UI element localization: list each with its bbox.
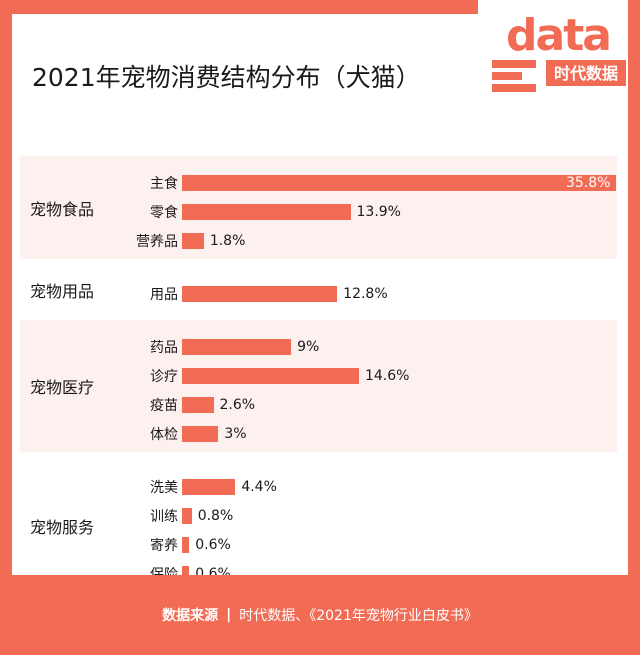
data-label: 12.8%	[343, 286, 388, 302]
brand-logo: data 时代数据	[488, 6, 628, 102]
group-band	[20, 460, 617, 592]
footer: 数据来源 | 时代数据、《2021年宠物行业白皮书》	[0, 575, 640, 655]
category-label: 诊疗	[150, 369, 178, 385]
category-label: 洗美	[150, 480, 178, 496]
page-title: 2021年宠物消费结构分布（犬猫）	[32, 63, 421, 92]
category-label: 主食	[150, 176, 178, 192]
category-label: 训练	[150, 509, 178, 525]
category-label: 药品	[150, 340, 178, 356]
logo-text-bottom: 时代数据	[554, 64, 618, 83]
category-label: 寄养	[150, 538, 178, 554]
category-label: 用品	[150, 287, 178, 303]
bar	[182, 175, 616, 191]
bar	[182, 286, 338, 302]
data-label: 4.4%	[241, 479, 277, 495]
category-label: 疫苗	[150, 398, 178, 414]
category-label: 零食	[150, 205, 178, 221]
data-label: 35.8%	[566, 175, 611, 191]
frame-border-left	[0, 0, 12, 655]
footer-source-label: 数据来源	[162, 608, 219, 624]
logo-text-top: data	[506, 10, 610, 61]
group-label: 宠物用品	[30, 281, 95, 301]
data-label: 14.6%	[364, 368, 410, 384]
data-label: 3%	[224, 426, 247, 442]
bar	[182, 426, 219, 442]
category-label: 营养品	[136, 234, 178, 250]
bar	[182, 537, 190, 553]
frame-border-right	[628, 0, 640, 655]
footer-separator: |	[226, 607, 232, 623]
bar	[182, 233, 204, 249]
bar	[182, 479, 236, 495]
group-label: 宠物食品	[30, 199, 95, 219]
data-label: 0.6%	[195, 537, 231, 553]
data-label: 9%	[297, 339, 320, 355]
data-label: 2.6%	[219, 397, 256, 413]
group-band	[20, 320, 617, 452]
frame-border-top	[0, 0, 478, 14]
data-label: 0.8%	[197, 508, 234, 524]
bar	[182, 339, 292, 355]
bar	[182, 566, 190, 582]
footer-source-text: 时代数据、《2021年宠物行业白皮书》	[239, 608, 478, 624]
group-label: 宠物医疗	[30, 378, 95, 397]
data-label: 13.9%	[356, 204, 401, 220]
bar	[182, 368, 359, 384]
bar	[182, 204, 351, 220]
data-label: 1.8%	[209, 233, 246, 249]
group-label: 宠物服务	[30, 518, 95, 537]
category-label: 体检	[150, 427, 178, 443]
bar	[182, 508, 192, 524]
bar	[182, 397, 214, 413]
